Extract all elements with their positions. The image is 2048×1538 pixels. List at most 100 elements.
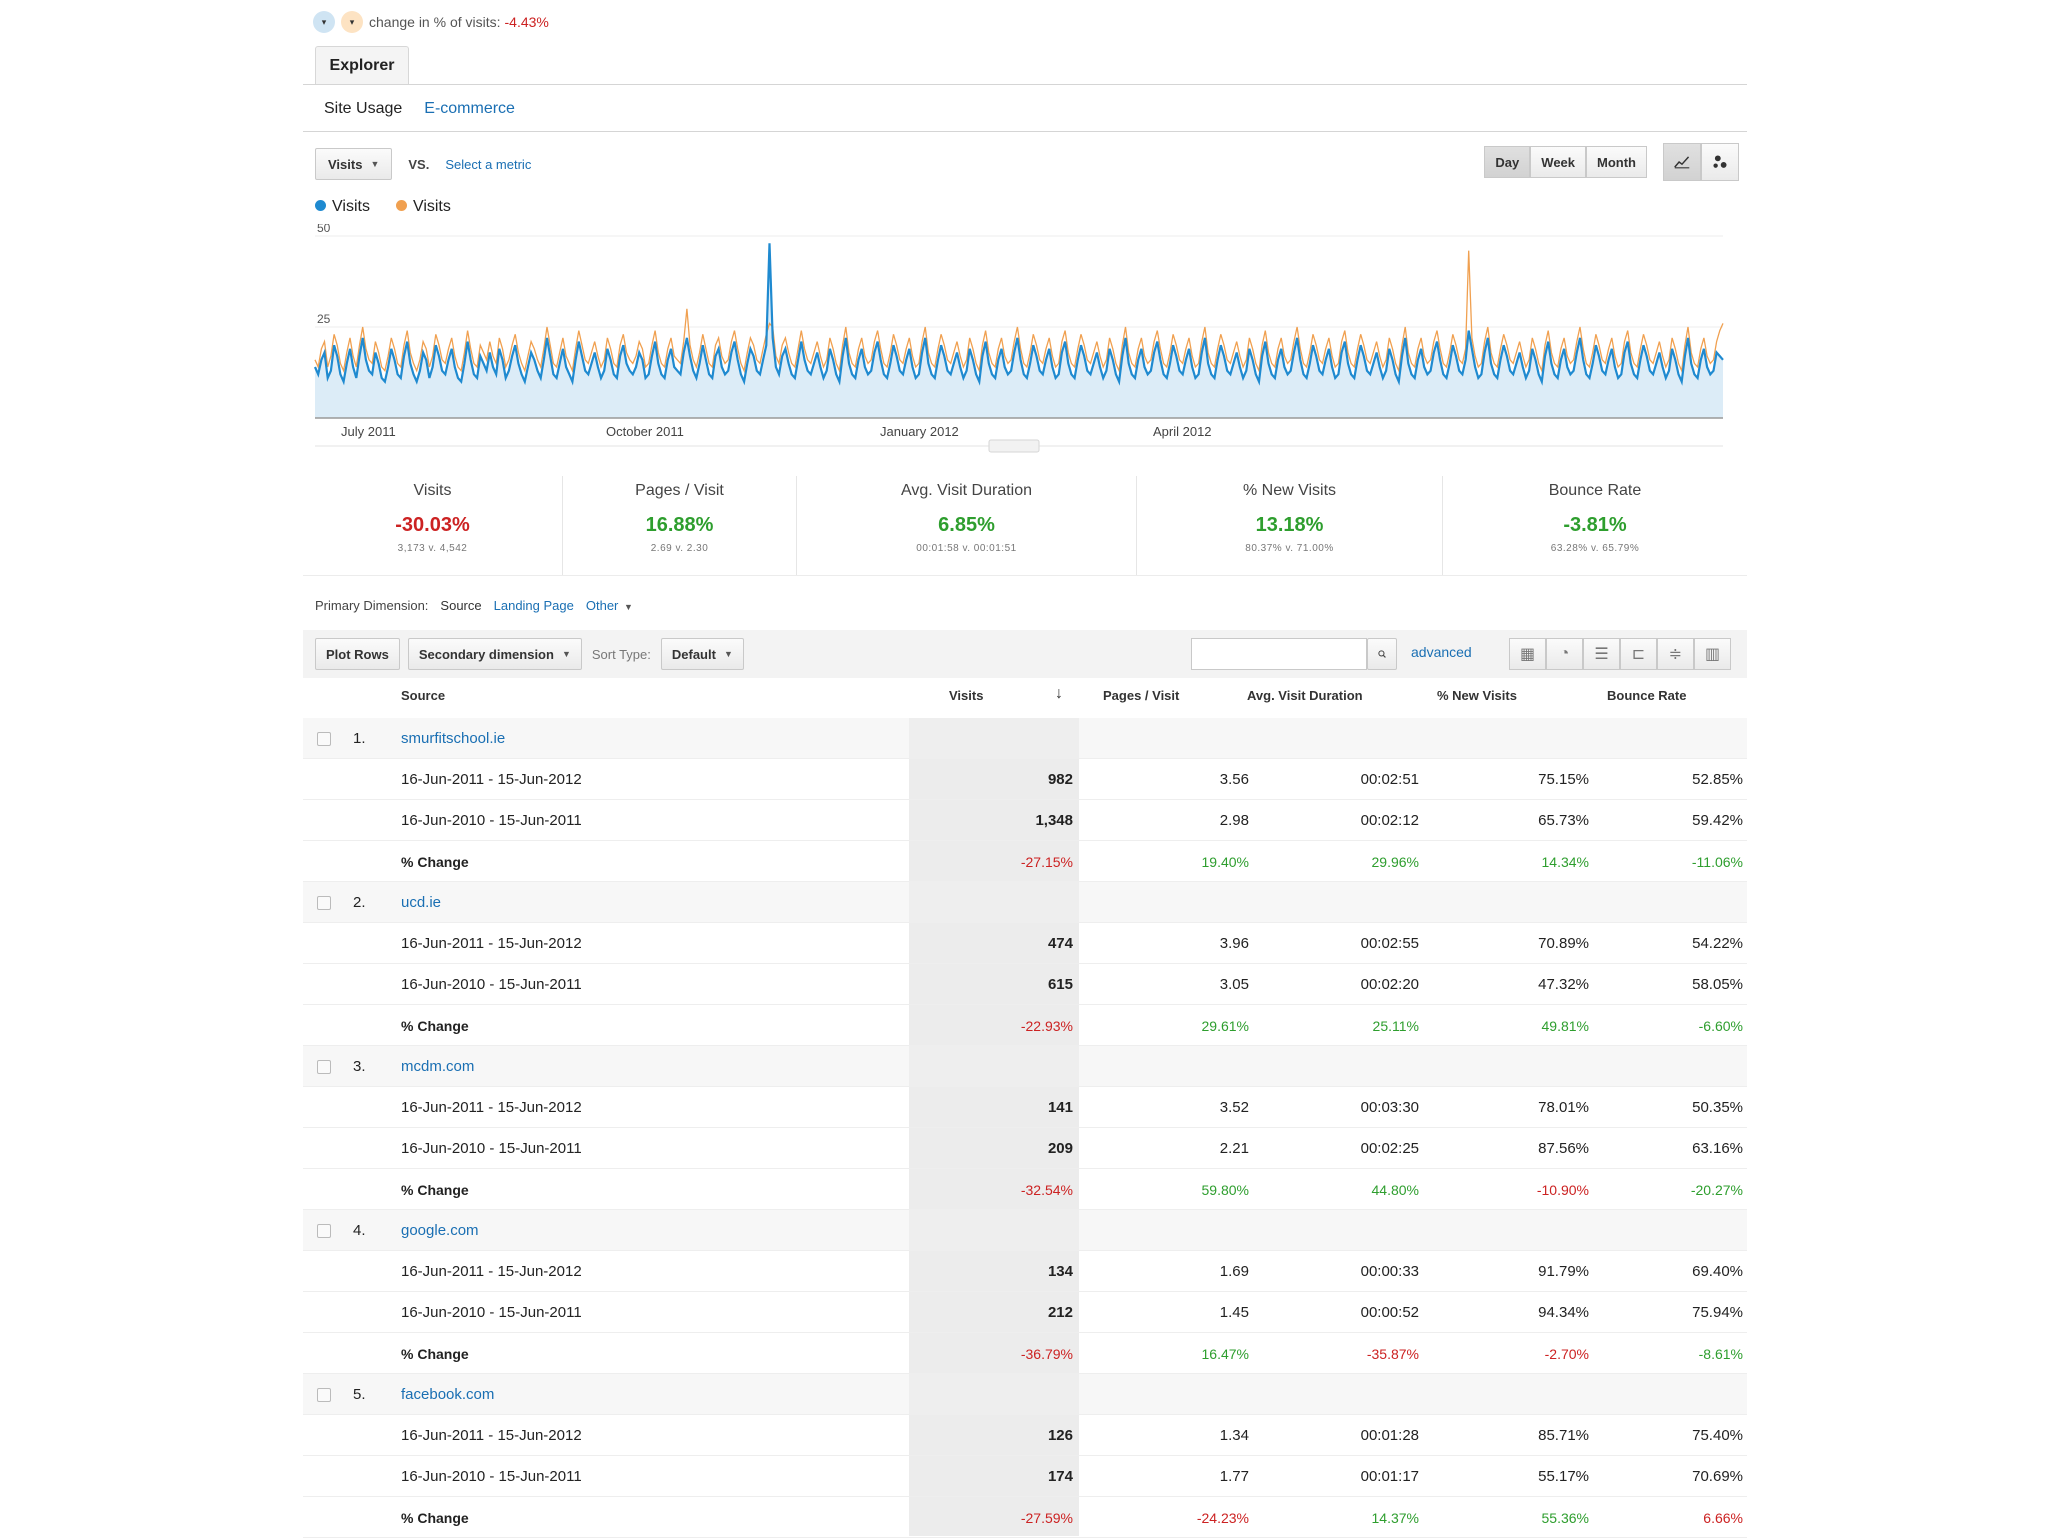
legend-item-series-1[interactable]: Visits [315,198,370,216]
cell-br: 50.35% [1692,1099,1743,1116]
legend-label: Visits [332,198,370,215]
cell-visits: 982 [1047,771,1073,788]
header-bounce-rate[interactable]: Bounce Rate [1607,688,1687,703]
table-row: 16-Jun-2010 - 15-Jun-2011 212 1.45 00:00:52… [303,1292,1747,1333]
cell-br: 59.42% [1692,812,1743,829]
select-metric-link[interactable]: Select a metric [445,156,532,172]
source-link[interactable]: facebook.com [401,1386,495,1403]
visits-line-chart[interactable]: 50 25 July 2011 October 2011 January 2012 Apr… [303,224,1747,460]
line-chart-icon[interactable] [1663,143,1701,181]
legend-dot [315,200,326,211]
table-row: 16-Jun-2010 - 15-Jun-2011 174 1.77 00:01:17… [303,1456,1747,1497]
period-day-button[interactable]: Day [1484,146,1531,178]
source-link[interactable]: smurfitschool.ie [401,730,506,747]
cell-new: 94.34% [1538,1304,1589,1321]
chevron-down-icon: ▼ [561,649,571,659]
view-switcher: ▦ ◔ ☰ ⊏ ≑ ▥ [1509,638,1731,670]
table-search-input[interactable] [1191,638,1367,670]
percent-change-label: % Change [401,1017,469,1034]
chart-canvas[interactable]: 50 25 July 2011 October 2011 January 2012 Apr… [303,224,1747,460]
primary-dimension-label: Primary Dimension: [315,598,429,613]
table-view-icon[interactable]: ▦ [1509,638,1546,670]
cell-new: 78.01% [1538,1099,1589,1116]
table-toolbar: Plot Rows Secondary dimension ▼ Sort Typ… [303,630,1747,678]
scorecard: Avg. Visit Duration 6.85% 00:01:58 v. 00:0… [797,476,1137,575]
header-pages-per-visit[interactable]: Pages / Visit [1103,688,1180,703]
subtab-site-usage[interactable]: Site Usage [324,100,403,117]
change-br: -8.61% [1698,1345,1743,1362]
metric-dropdown[interactable]: Visits ▼ [315,148,393,180]
dimension-source[interactable]: Source [440,598,482,613]
vs-label: VS. [408,156,430,172]
pivot-view-icon[interactable]: ▥ [1694,638,1731,670]
scorecard-value: -30.03% [395,514,470,536]
row-checkbox[interactable] [317,1224,331,1238]
change-visits: -22.93% [1020,1017,1073,1034]
series-line-2[interactable] [314,250,1724,374]
table-row: 16-Jun-2011 - 15-Jun-2012 134 1.69 00:00:33… [303,1251,1747,1292]
source-link[interactable]: mcdm.com [401,1058,475,1075]
table-row: 16-Jun-2010 - 15-Jun-2011 615 3.05 00:02:20… [303,964,1747,1005]
row-checkbox[interactable] [317,1060,331,1074]
row-checkbox[interactable] [317,896,331,910]
source-link[interactable]: ucd.ie [401,894,442,911]
advanced-filter-link[interactable]: advanced [1411,644,1472,660]
x-tick-label: July 2011 [341,424,396,439]
secondary-dimension-dropdown[interactable]: Secondary dimension ▼ [407,638,582,670]
source-link[interactable]: google.com [401,1222,479,1239]
subtab-ecommerce[interactable]: E-commerce [424,100,515,117]
plot-rows-button[interactable]: Plot Rows [315,638,400,670]
segment-orange-icon[interactable]: ▾ [341,11,363,33]
resize-handle-icon[interactable] [988,439,1040,453]
row-checkbox[interactable] [317,732,331,746]
row-index: 3. [353,1058,366,1075]
header-source[interactable]: Source [401,688,446,703]
cell-avd: 00:01:17 [1360,1468,1419,1485]
scorecard-label: Avg. Visit Duration [900,482,1033,499]
change-new: -10.90% [1536,1181,1589,1198]
change-new: 55.36% [1541,1509,1589,1526]
motion-chart-icon[interactable] [1701,143,1739,181]
header-avg-visit-duration[interactable]: Avg. Visit Duration [1247,688,1363,703]
cell-ppv: 1.45 [1219,1304,1249,1321]
scorecard-compare: 2.69 v. 2.30 [650,543,709,554]
cell-br: 75.94% [1692,1304,1743,1321]
cell-visits: 134 [1047,1263,1073,1280]
term-cloud-icon[interactable]: ≑ [1657,638,1694,670]
cell-new: 55.17% [1538,1468,1589,1485]
table-row: 2. ucd.ie [303,882,1747,923]
cell-avd: 00:02:51 [1360,771,1419,788]
row-checkbox[interactable] [317,1388,331,1402]
segment-blue-icon[interactable]: ▾ [313,11,335,33]
scorecard: Visits -30.03% 3,173 v. 4,542 [303,476,563,575]
dimension-other[interactable]: Other ▼ [586,598,633,613]
header-visits[interactable]: Visits [949,688,984,703]
tab-explorer[interactable]: Explorer [315,46,409,84]
date-range: 16-Jun-2010 - 15-Jun-2011 [401,1304,582,1321]
cell-avd: 00:02:12 [1360,812,1419,829]
performance-view-icon[interactable]: ☰ [1583,638,1620,670]
pie-view-icon[interactable]: ◔ [1546,638,1583,670]
cell-br: 63.16% [1692,1140,1743,1157]
change-visits: -27.59% [1020,1509,1073,1526]
sort-arrow-icon[interactable]: ↓ [1055,685,1063,702]
legend-label: Visits [412,198,451,215]
cell-visits: 615 [1047,976,1073,993]
change-ppv: 29.61% [1201,1017,1249,1034]
search-icon[interactable] [1367,638,1397,670]
comparison-view-icon[interactable]: ⊏ [1620,638,1657,670]
cell-avd: 00:01:28 [1360,1427,1419,1444]
header-new-visits[interactable]: % New Visits [1437,688,1517,703]
series-line-1[interactable] [313,243,1724,386]
dimension-landing-page[interactable]: Landing Page [493,598,574,613]
cell-br: 70.69% [1692,1468,1743,1485]
change-br: -6.60% [1698,1017,1743,1034]
legend-item-series-2[interactable]: Visits [395,198,451,216]
cell-visits: 212 [1047,1304,1073,1321]
period-week-button[interactable]: Week [1530,146,1587,178]
table-row: 16-Jun-2010 - 15-Jun-2011 1,348 2.98 00:02:… [303,800,1747,841]
sort-type-dropdown[interactable]: Default ▼ [660,638,744,670]
date-range: 16-Jun-2010 - 15-Jun-2011 [401,976,582,993]
percent-change-label: % Change [401,1181,469,1198]
period-month-button[interactable]: Month [1586,146,1647,178]
